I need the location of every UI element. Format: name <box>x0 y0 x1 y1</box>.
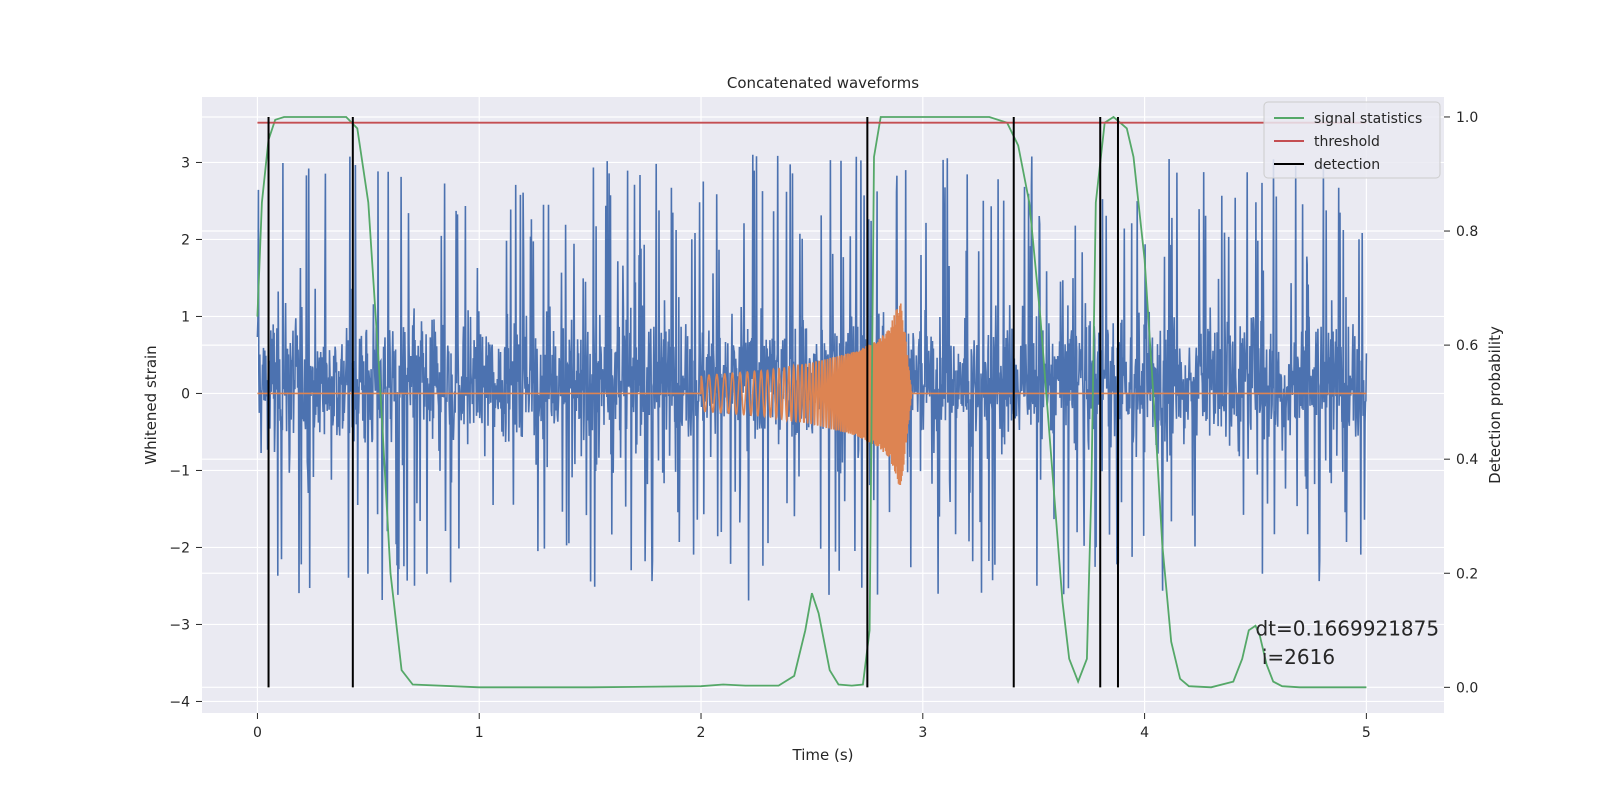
noise-line <box>256 154 1368 601</box>
detection-series <box>267 116 1119 688</box>
y2-tick-label: 0.8 <box>1456 224 1478 240</box>
y2-tick-label: 0.4 <box>1456 452 1478 468</box>
y-tick-label: −4 <box>169 694 190 710</box>
legend-box <box>1263 101 1441 179</box>
waveform-line <box>257 303 1367 486</box>
whitened-noise-series <box>256 154 1368 601</box>
x-tick-label: 5 <box>1362 725 1371 741</box>
legend-label-signal-statistics: signal statistics <box>1314 111 1422 127</box>
y-tick-label: −1 <box>169 463 190 479</box>
signal-statistics-line <box>256 115 1367 689</box>
y-axis-label: Whitened strain <box>142 345 160 464</box>
x-tick-label: 3 <box>918 725 927 741</box>
axis-ticks: 0 1 2 3 4 5 −4 −3 −2 −1 0 1 2 3 0.0 0.2 0.4 0.6 0.8 1.0 <box>169 110 1478 741</box>
x-axis-label: Time (s) <box>792 746 854 764</box>
annotation-dt: dt=0.1669921875 <box>1255 616 1439 640</box>
grid-lines <box>202 97 1444 713</box>
x-tick-label: 2 <box>697 725 706 741</box>
y-tick-label: 0 <box>181 386 190 402</box>
signal-statistics-series <box>256 115 1367 689</box>
annotation-index: i=2616 <box>1255 645 1335 669</box>
x-tick-label: 0 <box>253 725 262 741</box>
y2-tick-label: 0.6 <box>1456 338 1478 354</box>
y-tick-label: −3 <box>169 617 190 633</box>
legend-label-threshold: threshold <box>1314 134 1380 150</box>
injected-waveform-series <box>257 303 1367 486</box>
legend-label-detection: detection <box>1314 157 1380 173</box>
y2-axis-label: Detection probability <box>1486 326 1504 484</box>
y-tick-label: −2 <box>169 540 190 556</box>
y2-tick-label: 0.0 <box>1456 680 1478 696</box>
x-tick-label: 1 <box>475 725 484 741</box>
legend: signal statistics threshold detection <box>1263 101 1441 179</box>
y-tick-label: 1 <box>181 309 190 325</box>
y2-tick-label: 1.0 <box>1456 110 1478 126</box>
chart-title: Concatenated waveforms <box>727 74 919 92</box>
y-tick-label: 2 <box>181 232 190 248</box>
x-tick-label: 4 <box>1140 725 1149 741</box>
y2-tick-label: 0.2 <box>1456 566 1478 582</box>
y-tick-label: 3 <box>181 155 190 171</box>
